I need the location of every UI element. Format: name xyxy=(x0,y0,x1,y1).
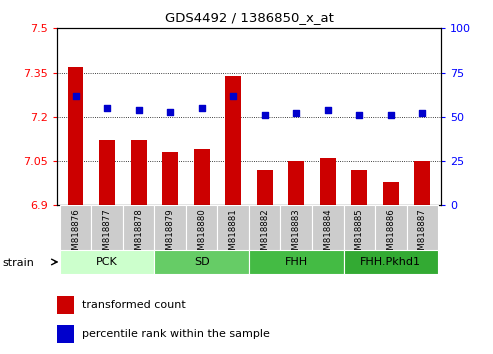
Bar xyxy=(344,205,375,250)
Bar xyxy=(162,152,178,205)
Text: GSM818885: GSM818885 xyxy=(355,209,364,261)
Text: FHH.Pkhd1: FHH.Pkhd1 xyxy=(360,257,422,267)
Text: GSM818879: GSM818879 xyxy=(166,209,175,261)
Text: transformed count: transformed count xyxy=(82,300,185,310)
Bar xyxy=(217,205,249,250)
Point xyxy=(103,105,111,111)
Text: SD: SD xyxy=(194,257,210,267)
Text: GSM818887: GSM818887 xyxy=(418,209,427,261)
Bar xyxy=(123,205,154,250)
Bar xyxy=(60,205,91,250)
Bar xyxy=(288,161,304,205)
Bar xyxy=(194,149,210,205)
Bar xyxy=(57,325,73,343)
Bar xyxy=(57,296,73,314)
Bar xyxy=(60,250,154,274)
Text: GSM818878: GSM818878 xyxy=(134,209,143,261)
Point xyxy=(71,93,79,98)
Text: GSM818884: GSM818884 xyxy=(323,209,332,261)
Bar xyxy=(186,205,217,250)
Point xyxy=(198,105,206,111)
Bar xyxy=(154,205,186,250)
Text: GSM818876: GSM818876 xyxy=(71,209,80,261)
Point xyxy=(419,110,426,116)
Bar xyxy=(131,141,146,205)
Point xyxy=(324,107,332,113)
Bar xyxy=(91,205,123,250)
Bar xyxy=(344,250,438,274)
Point xyxy=(135,107,142,113)
Point xyxy=(261,112,269,118)
Bar xyxy=(415,161,430,205)
Bar xyxy=(320,158,336,205)
Text: strain: strain xyxy=(2,258,35,268)
Point xyxy=(229,93,237,98)
Text: GSM818877: GSM818877 xyxy=(103,209,111,261)
Bar xyxy=(249,205,281,250)
Point xyxy=(292,110,300,116)
Bar xyxy=(375,205,407,250)
Bar xyxy=(99,141,115,205)
Bar xyxy=(257,170,273,205)
Bar xyxy=(281,205,312,250)
Bar xyxy=(383,182,399,205)
Point xyxy=(387,112,395,118)
Bar xyxy=(352,170,367,205)
Text: percentile rank within the sample: percentile rank within the sample xyxy=(82,329,270,339)
Text: GSM818883: GSM818883 xyxy=(292,209,301,261)
Bar xyxy=(154,250,249,274)
Bar xyxy=(312,205,344,250)
Text: FHH: FHH xyxy=(284,257,308,267)
Text: GSM818880: GSM818880 xyxy=(197,209,206,261)
Text: GSM818881: GSM818881 xyxy=(229,209,238,261)
Text: GSM818882: GSM818882 xyxy=(260,209,269,261)
Text: PCK: PCK xyxy=(96,257,118,267)
Bar xyxy=(249,250,344,274)
Bar xyxy=(225,75,241,205)
Bar xyxy=(68,67,83,205)
Text: GSM818886: GSM818886 xyxy=(387,209,395,261)
Title: GDS4492 / 1386850_x_at: GDS4492 / 1386850_x_at xyxy=(165,11,333,24)
Point xyxy=(166,109,174,114)
Point xyxy=(355,112,363,118)
Bar xyxy=(407,205,438,250)
